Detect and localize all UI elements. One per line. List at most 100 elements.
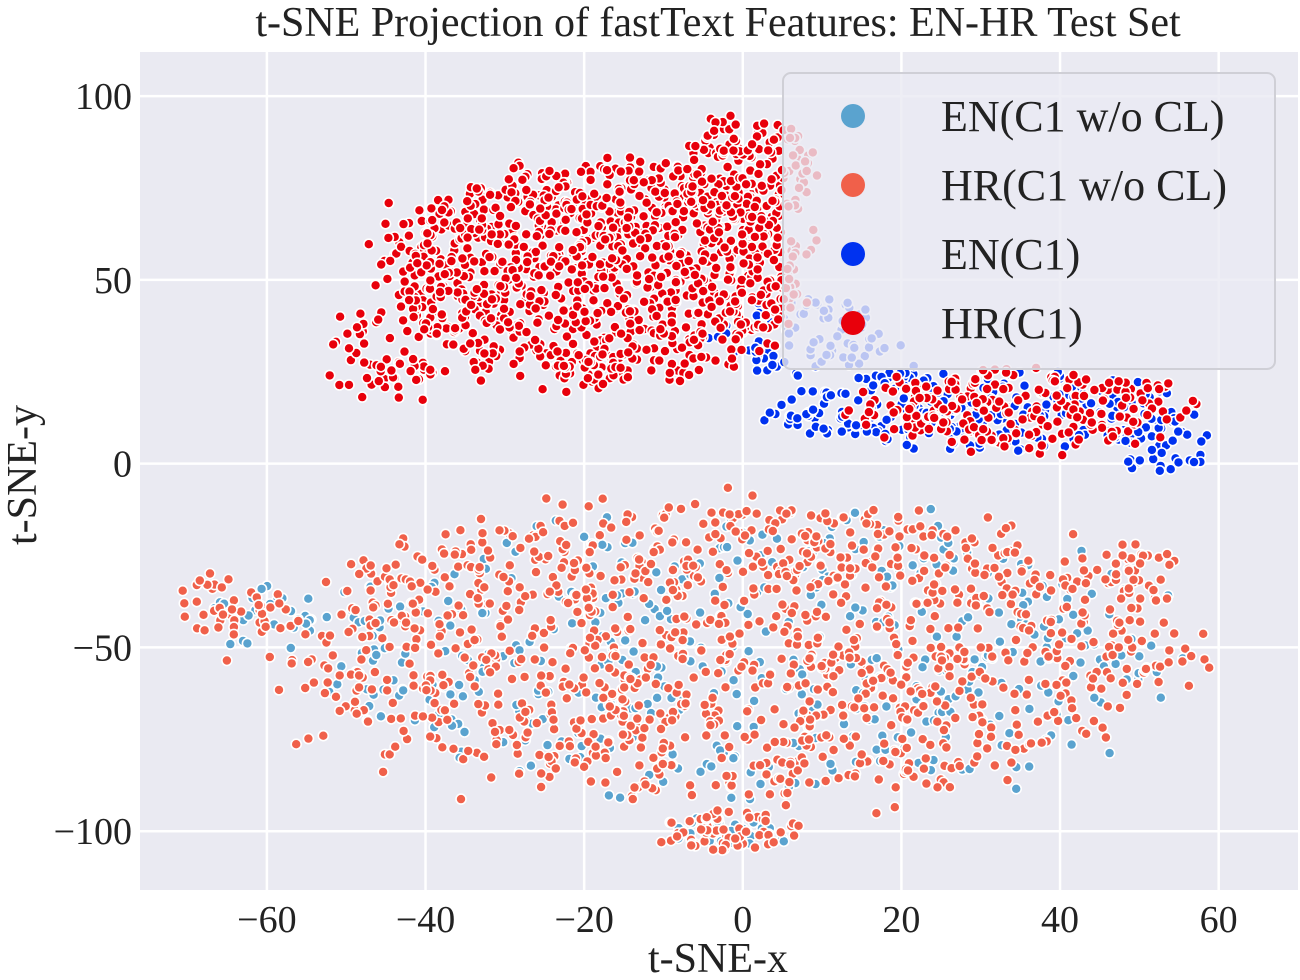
point-hr-c1-wo-cl — [691, 543, 704, 556]
point-hr-c1-wo-cl — [799, 609, 812, 621]
point-hr-c1 — [1136, 394, 1149, 407]
point-hr-c1-wo-cl — [589, 662, 601, 675]
point-hr-c1 — [771, 231, 784, 244]
point-hr-c1-wo-cl — [1179, 642, 1191, 655]
point-hr-c1 — [724, 261, 737, 274]
point-hr-c1-wo-cl — [437, 679, 450, 692]
point-hr-c1 — [403, 229, 415, 242]
point-hr-c1-wo-cl — [506, 530, 519, 543]
point-hr-c1 — [351, 321, 363, 334]
point-hr-c1-wo-cl — [478, 750, 490, 763]
point-hr-c1 — [464, 337, 477, 350]
point-hr-c1-wo-cl — [774, 543, 787, 555]
point-hr-c1-wo-cl — [678, 610, 691, 623]
point-hr-c1-wo-cl — [386, 697, 399, 709]
point-hr-c1-wo-cl — [457, 609, 469, 622]
point-hr-c1-wo-cl — [940, 741, 953, 754]
point-en-c1-wo-cl — [284, 642, 297, 654]
point-hr-c1 — [772, 313, 785, 326]
point-hr-c1 — [552, 314, 564, 326]
point-hr-c1 — [716, 190, 728, 202]
point-hr-c1-wo-cl — [784, 667, 797, 680]
point-hr-c1 — [578, 305, 591, 318]
point-hr-c1-wo-cl — [556, 498, 569, 511]
point-en-c1-wo-cl — [619, 634, 632, 647]
point-en-c1-wo-cl — [993, 606, 1005, 619]
point-hr-c1-wo-cl — [740, 825, 752, 838]
point-hr-c1 — [736, 238, 749, 250]
point-hr-c1-wo-cl — [518, 671, 531, 683]
point-hr-c1-wo-cl — [667, 564, 679, 576]
point-en-c1 — [1172, 456, 1185, 469]
point-hr-c1-wo-cl — [568, 756, 581, 769]
point-hr-c1-wo-cl — [1010, 718, 1023, 731]
point-en-c1-wo-cl — [730, 688, 743, 700]
point-hr-c1 — [375, 360, 387, 373]
point-en-c1 — [785, 393, 798, 406]
point-hr-c1-wo-cl — [540, 492, 553, 505]
point-hr-c1-wo-cl — [707, 843, 720, 856]
point-hr-c1-wo-cl — [1113, 616, 1126, 629]
point-hr-c1-wo-cl — [1023, 624, 1035, 637]
point-hr-c1 — [588, 335, 601, 348]
point-hr-c1-wo-cl — [530, 566, 542, 578]
point-hr-c1-wo-cl — [1185, 650, 1197, 662]
point-hr-c1 — [543, 165, 556, 177]
point-hr-c1 — [469, 363, 482, 376]
point-hr-c1 — [722, 273, 734, 286]
point-hr-c1-wo-cl — [952, 621, 965, 634]
point-hr-c1 — [468, 255, 481, 268]
point-hr-c1-wo-cl — [483, 597, 496, 610]
point-hr-c1-wo-cl — [810, 530, 823, 543]
point-hr-c1-wo-cl — [324, 629, 336, 642]
point-hr-c1 — [634, 250, 646, 263]
point-hr-c1-wo-cl — [535, 767, 548, 780]
point-hr-c1 — [485, 312, 497, 325]
point-hr-c1-wo-cl — [608, 574, 621, 587]
point-hr-c1-wo-cl — [503, 644, 516, 657]
point-hr-c1-wo-cl — [1015, 565, 1028, 578]
point-hr-c1 — [618, 292, 630, 305]
y-tick-label: −50 — [73, 627, 132, 669]
point-hr-c1-wo-cl — [436, 741, 449, 754]
point-hr-c1-wo-cl — [891, 649, 904, 661]
point-hr-c1-wo-cl — [718, 729, 731, 742]
point-en-c1 — [1166, 434, 1179, 447]
point-hr-c1 — [634, 233, 647, 246]
point-hr-c1-wo-cl — [746, 664, 759, 677]
point-hr-c1 — [1162, 377, 1175, 390]
point-hr-c1-wo-cl — [589, 639, 602, 652]
point-hr-c1-wo-cl — [564, 647, 577, 660]
point-hr-c1-wo-cl — [695, 644, 708, 657]
point-hr-c1 — [769, 303, 781, 316]
point-hr-c1 — [549, 289, 562, 301]
point-hr-c1 — [483, 251, 496, 263]
point-hr-c1 — [755, 213, 768, 226]
point-en-c1-wo-cl — [950, 630, 963, 643]
point-hr-c1-wo-cl — [844, 562, 856, 575]
point-hr-c1-wo-cl — [578, 760, 590, 773]
point-hr-c1-wo-cl — [770, 610, 783, 623]
point-hr-c1-wo-cl — [709, 594, 722, 607]
point-hr-c1-wo-cl — [868, 701, 880, 714]
legend-label: HR(C1) — [941, 299, 1083, 348]
point-hr-c1 — [407, 353, 419, 365]
point-hr-c1-wo-cl — [521, 726, 534, 739]
point-hr-c1-wo-cl — [919, 752, 932, 765]
point-hr-c1-wo-cl — [614, 561, 627, 574]
point-hr-c1 — [680, 321, 692, 334]
point-hr-c1 — [670, 260, 683, 272]
point-hr-c1-wo-cl — [596, 492, 609, 505]
point-hr-c1-wo-cl — [506, 673, 518, 685]
point-hr-c1 — [969, 373, 982, 386]
point-hr-c1-wo-cl — [775, 652, 788, 665]
point-hr-c1-wo-cl — [857, 543, 870, 556]
point-en-c1-wo-cl — [453, 679, 465, 691]
point-hr-c1-wo-cl — [711, 804, 724, 817]
point-hr-c1-wo-cl — [931, 715, 944, 728]
point-hr-c1-wo-cl — [1087, 636, 1100, 648]
point-hr-c1 — [637, 176, 650, 189]
point-hr-c1-wo-cl — [341, 585, 354, 597]
point-hr-c1-wo-cl — [949, 583, 961, 596]
point-hr-c1 — [531, 316, 544, 329]
